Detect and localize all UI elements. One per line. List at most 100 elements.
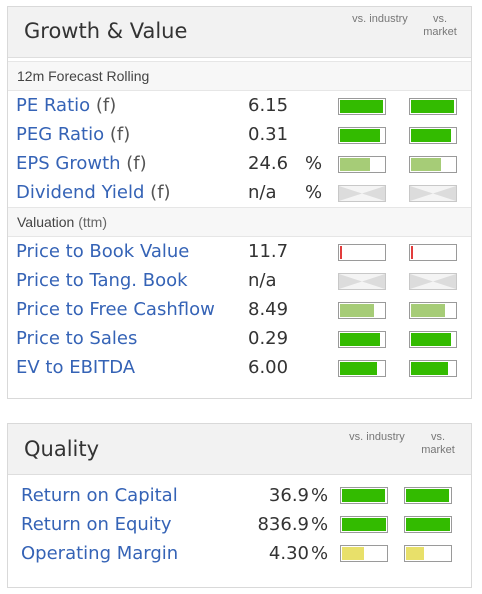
industry-gauge (340, 487, 388, 504)
metric-suffix: (f) (150, 182, 171, 203)
section-label-text: Valuation (17, 214, 75, 230)
col-head-market: vs. market (421, 431, 455, 456)
metric-row: Return on Equity 836.9% (8, 511, 471, 540)
metric-name: Dividend Yield (16, 182, 145, 203)
section-label-text: 12m Forecast Rolling (17, 68, 150, 84)
metric-row: Price to Book Value 11.7 (8, 238, 471, 267)
metric-value: 11.7 (248, 241, 289, 262)
metric-name: Price to Free Cashflow (16, 299, 215, 320)
metric-label[interactable]: PE Ratio (f) (16, 95, 116, 116)
industry-gauge (338, 98, 386, 115)
quality-panel: Quality vs. industry vs. market Return o… (7, 423, 472, 588)
gauge-fill (340, 129, 380, 142)
market-gauge (409, 98, 457, 115)
gauge-fill (406, 489, 449, 502)
metric-value: n/a (248, 182, 277, 203)
industry-gauge (338, 331, 386, 348)
industry-gauge (340, 516, 388, 533)
metric-label[interactable]: Return on Equity (21, 514, 172, 535)
metric-unit: % (311, 543, 329, 564)
metric-value: 4.30 (268, 543, 309, 564)
metric-value: 0.29 (248, 328, 289, 349)
metric-name: EPS Growth (16, 153, 121, 174)
metric-name: Price to Tang. Book (16, 270, 188, 291)
metric-value: 6.00 (248, 357, 289, 378)
gauge-fill (340, 158, 370, 171)
metric-suffix: (f) (109, 124, 131, 145)
metric-label[interactable]: Price to Sales (16, 328, 137, 349)
metric-label[interactable]: Price to Tang. Book (16, 270, 188, 291)
gauge-fill (411, 129, 451, 142)
section-band: Valuation (ttm) (8, 207, 471, 237)
metric-name: Return on Equity (21, 514, 172, 535)
metric-unit: % (311, 514, 329, 535)
metric-row: PE Ratio (f) 6.15 (8, 92, 471, 121)
metric-unit: % (305, 182, 323, 203)
metric-name: Price to Sales (16, 328, 138, 349)
metric-row: EPS Growth (f) 24.6% (8, 150, 471, 179)
growth-value-header: Growth & Value vs. industry vs. market (8, 7, 471, 58)
metric-label[interactable]: Return on Capital (21, 485, 178, 506)
gauge-fill (411, 100, 454, 113)
market-gauge-na (409, 185, 457, 202)
metric-label[interactable]: PEG Ratio (f) (16, 124, 130, 145)
industry-gauge (338, 127, 386, 144)
metric-name: PEG Ratio (16, 124, 105, 145)
market-gauge (409, 331, 457, 348)
industry-gauge-na (338, 185, 386, 202)
metric-row: PEG Ratio (f) 0.31 (8, 121, 471, 150)
metric-unit: % (305, 153, 323, 174)
metric-name: EV to EBITDA (16, 357, 136, 378)
gauge-fill (406, 518, 450, 531)
market-gauge (409, 302, 457, 319)
metric-unit: % (311, 485, 329, 506)
col-head-industry: vs. industry (352, 13, 408, 25)
gauge-fill (406, 547, 424, 560)
metric-label[interactable]: Dividend Yield (f) (16, 182, 171, 203)
metric-suffix: (f) (95, 95, 117, 116)
metric-label[interactable]: Operating Margin (21, 543, 178, 564)
metric-label[interactable]: Price to Book Value (16, 241, 189, 262)
metric-row: Return on Capital 36.9% (8, 482, 471, 511)
metric-label[interactable]: Price to Free Cashflow (16, 299, 215, 320)
gauge-fill (340, 246, 342, 259)
metric-name: Operating Margin (21, 543, 179, 564)
market-gauge (404, 545, 452, 562)
gauge-fill (342, 547, 364, 560)
gauge-fill (411, 158, 441, 171)
metric-value: 24.6 (248, 153, 289, 174)
col-head-industry: vs. industry (349, 431, 405, 443)
quality-title: Quality (24, 437, 100, 461)
metric-label[interactable]: EPS Growth (f) (16, 153, 147, 174)
metric-name: PE Ratio (16, 95, 91, 116)
metric-value: n/a (248, 270, 277, 291)
metric-label[interactable]: EV to EBITDA (16, 357, 135, 378)
market-gauge (409, 156, 457, 173)
market-gauge (404, 487, 452, 504)
metric-name: Price to Book Value (16, 241, 190, 262)
metric-value: 6.15 (248, 95, 289, 116)
metric-row: EV to EBITDA 6.00 (8, 354, 471, 383)
not-available-cross-icon (410, 274, 456, 289)
metric-value: 836.9 (257, 514, 309, 535)
gauge-fill (340, 333, 380, 346)
growth-value-title: Growth & Value (24, 19, 188, 43)
industry-gauge (338, 302, 386, 319)
metric-row: Dividend Yield (f) n/a% (8, 179, 471, 208)
gauge-fill (340, 362, 377, 375)
gauge-fill (342, 518, 386, 531)
metric-row: Price to Tang. Book n/a (8, 267, 471, 296)
industry-gauge (338, 244, 386, 261)
quality-header: Quality vs. industry vs. market (8, 424, 471, 475)
gauge-fill (340, 100, 383, 113)
not-available-cross-icon (410, 186, 456, 201)
market-gauge-na (409, 273, 457, 290)
growth-value-panel: Growth & Value vs. industry vs. market 1… (7, 6, 472, 399)
metric-value: 0.31 (248, 124, 289, 145)
gauge-fill (411, 246, 413, 259)
gauge-fill (411, 304, 445, 317)
col-head-market: vs. market (423, 13, 457, 38)
industry-gauge (340, 545, 388, 562)
market-gauge (409, 244, 457, 261)
market-gauge (409, 127, 457, 144)
